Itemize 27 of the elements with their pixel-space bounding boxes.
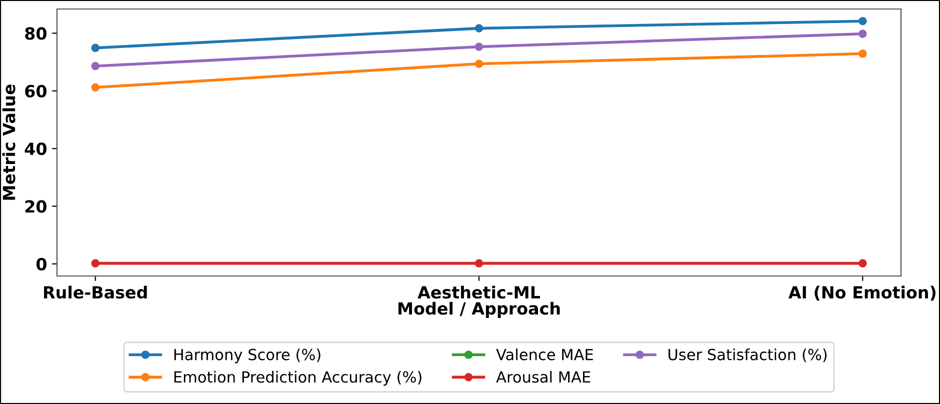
- point: [474, 42, 484, 51]
- point: [474, 24, 484, 32]
- point: [91, 44, 100, 52]
- y-axis-title: Metric Value: [2, 84, 16, 200]
- y-tick-label: 60: [25, 84, 46, 98]
- legend-label: Emotion Prediction Accuracy (%): [174, 370, 422, 386]
- y-tick-label: 20: [25, 200, 46, 213]
- y-tick-label: 0: [36, 258, 46, 270]
- point: [474, 259, 484, 268]
- point: [91, 83, 100, 92]
- x-tick-label: Rule-Based: [44, 286, 147, 299]
- point: [858, 30, 867, 38]
- point: [858, 16, 867, 26]
- point: [858, 50, 867, 58]
- y-tick-label: 40: [24, 142, 46, 156]
- x-axis-title: Model / Approach: [398, 302, 560, 318]
- point: [474, 60, 484, 68]
- point: [91, 62, 100, 70]
- point: [91, 259, 100, 268]
- legend-label: Valence MAE: [496, 348, 593, 360]
- point: [858, 259, 867, 268]
- x-tick-label: Aesthetic-ML: [418, 286, 540, 299]
- y-tick-label: 80: [25, 27, 46, 40]
- legend-label: Arousal MAE: [496, 370, 590, 383]
- x-tick-label: AI (No Emotion): [788, 286, 936, 301]
- legend-label: User Satisfaction (%): [668, 348, 827, 362]
- legend-label: Harmony Score (%): [174, 348, 320, 364]
